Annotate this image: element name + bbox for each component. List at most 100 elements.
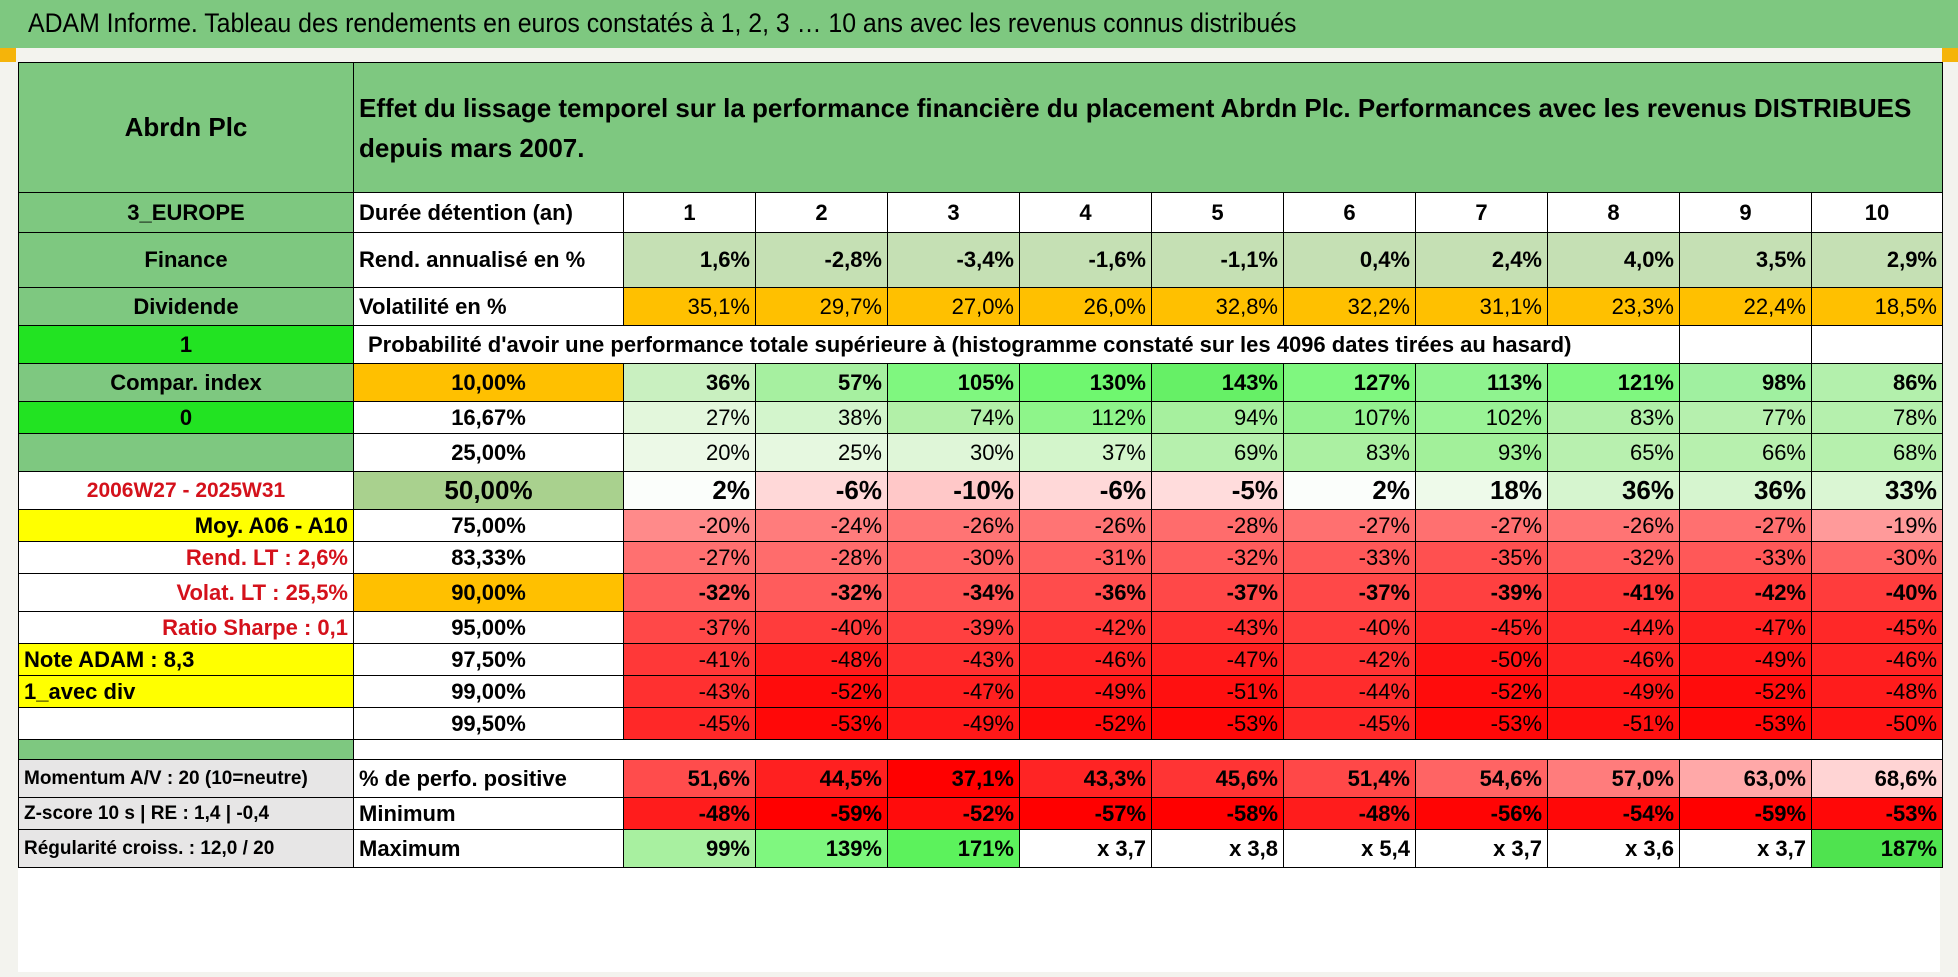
quantile-value: -19% [1811,509,1943,542]
quantile-value: -53% [1151,707,1284,740]
spacer-green [18,739,354,760]
quantile-label: 99,00% [353,675,624,708]
quantile-value: -40% [1811,573,1943,612]
quantile-value: -31% [1019,541,1152,574]
year-header: 10 [1811,192,1943,233]
quantile-value: -50% [1811,707,1943,740]
vol-value: 29,7% [755,287,888,326]
quantile-value: -24% [755,509,888,542]
quantile-value: -32% [755,573,888,612]
quantile-value: -51% [1151,675,1284,708]
quantile-value: 2% [1283,471,1416,510]
quantile-value: -27% [1283,509,1416,542]
quantile-value: 33% [1811,471,1943,510]
quantile-value: -39% [1415,573,1548,612]
rend-value: 4,0% [1547,232,1680,288]
duree-label: Durée détention (an) [353,192,624,233]
stat-value: -48% [1283,797,1416,830]
stat-value: -58% [1151,797,1284,830]
stat-value: 51,6% [623,759,756,798]
stat-value: 68,6% [1811,759,1943,798]
year-header: 2 [755,192,888,233]
quantile-value: -44% [1283,675,1416,708]
quantile-value: 130% [1019,363,1152,402]
quantile-value: 36% [623,363,756,402]
quantile-value: -5% [1151,471,1284,510]
year-header: 4 [1019,192,1152,233]
quantile-value: 74% [887,401,1020,434]
quantile-value: -26% [887,509,1020,542]
quantile-value: -50% [1415,643,1548,676]
rend-value: -2,8% [755,232,888,288]
year-header: 3 [887,192,1020,233]
quantile-value: -6% [1019,471,1152,510]
quantile-label: 10,00% [353,363,624,402]
rend-value: -1,6% [1019,232,1152,288]
quantile-value: 98% [1679,363,1812,402]
quantile-value: -42% [1019,611,1152,644]
year-header: 1 [623,192,756,233]
quantile-value: 94% [1151,401,1284,434]
maximum-label: Maximum [353,829,624,868]
quantile-value: -47% [1151,643,1284,676]
quantile-value: -20% [623,509,756,542]
quantile-value: 112% [1019,401,1152,434]
quantile-value: 102% [1415,401,1548,434]
quantile-label: 90,00% [353,573,624,612]
spacer [353,739,1943,760]
rend-value: 3,5% [1679,232,1812,288]
quantile-value: 25% [755,433,888,472]
quantile-value: 57% [755,363,888,402]
compar-index-label: Compar. index [18,363,354,402]
year-header: 5 [1151,192,1284,233]
stat-value: x 3,7 [1019,829,1152,868]
quantile-value: -30% [1811,541,1943,574]
quantile-value: 78% [1811,401,1943,434]
quantile-value: -37% [1151,573,1284,612]
quantile-value: -33% [1283,541,1416,574]
quantile-value: -49% [1547,675,1680,708]
stat-value: x 5,4 [1283,829,1416,868]
quantile-label: 25,00% [353,433,624,472]
year-header: 6 [1283,192,1416,233]
quantile-value: -47% [1679,611,1812,644]
quantile-value: -26% [1547,509,1680,542]
quantile-label: 97,50% [353,643,624,676]
vol-value: 22,4% [1679,287,1812,326]
quantile-value: -32% [1547,541,1680,574]
quantile-value: -53% [755,707,888,740]
quantile-value: -52% [1415,675,1548,708]
momentum-cell: Momentum A/V : 20 (10=neutre) [18,759,354,798]
description: Effet du lissage temporel sur la perform… [353,62,1943,193]
sharpe-cell: Ratio Sharpe : 0,1 [18,611,354,644]
quantile-value: 113% [1415,363,1548,402]
quantile-label: 75,00% [353,509,624,542]
quantile-label: 95,00% [353,611,624,644]
quantile-value: -45% [623,707,756,740]
stat-value: 51,4% [1283,759,1416,798]
note-cell: Note ADAM : 8,3 [18,643,354,676]
stat-value: -59% [1679,797,1812,830]
vol-value: 26,0% [1019,287,1152,326]
selector-1[interactable]: 1 [18,325,354,364]
rend-value: -3,4% [887,232,1020,288]
region-cell: 3_EUROPE [18,192,354,233]
quantile-value: 77% [1679,401,1812,434]
quantile-value: -46% [1019,643,1152,676]
quantile-value: -47% [887,675,1020,708]
stat-value: 139% [755,829,888,868]
quantile-value: 36% [1679,471,1812,510]
selector-2[interactable]: 0 [18,401,354,434]
type-cell: Dividende [18,287,354,326]
vol-value: 31,1% [1415,287,1548,326]
quantile-value: -52% [1019,707,1152,740]
vol-value: 32,2% [1283,287,1416,326]
quantile-value: -43% [623,675,756,708]
right-corner-marker [1942,48,1958,62]
stat-value: -57% [1019,797,1152,830]
stat-value: x 3,7 [1415,829,1548,868]
quantile-value: -37% [623,611,756,644]
quantile-value: -44% [1547,611,1680,644]
stat-value: x 3,7 [1679,829,1812,868]
quantile-value: -49% [1019,675,1152,708]
